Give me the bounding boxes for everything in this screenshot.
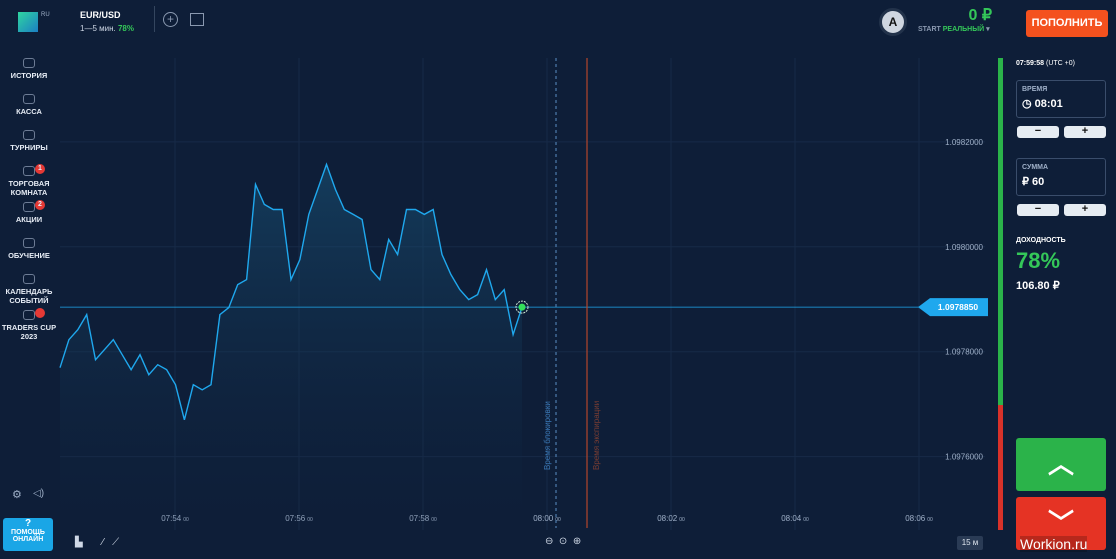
sidebar-item[interactable]: TRADERS CUP 2023 (0, 304, 58, 341)
watermark: Workion.ru (1020, 536, 1088, 552)
amount-box[interactable]: СУММА ₽ 60 (1016, 158, 1106, 196)
account-start: START (918, 26, 941, 33)
add-pair[interactable]: + (163, 12, 178, 27)
y-tick-label: 1.0976000 (945, 453, 983, 462)
x-tick-label: 08:06 00 (905, 514, 933, 523)
time-label: ВРЕМЯ (1022, 86, 1048, 93)
sidebar-item[interactable]: ИСТОРИЯ (0, 52, 58, 88)
time-value: 08:01 (1034, 98, 1063, 110)
amount-label: СУММА (1022, 164, 1049, 171)
yield-value: 78% (1016, 248, 1061, 273)
sidebar-item[interactable]: ТУРНИРЫ (0, 124, 58, 160)
badge-dot (35, 308, 45, 318)
clock: 07:59:58 (UTC +0) (1016, 60, 1075, 67)
layout-btn[interactable] (190, 13, 204, 26)
time-box[interactable]: ВРЕМЯ ◷ 08:01 (1016, 80, 1106, 118)
pair[interactable]: EUR/USD (80, 10, 121, 20)
current-point-ring (515, 300, 529, 314)
current-price-label: 1.0978850 (938, 302, 978, 312)
x-tick-label: 08:02 00 (657, 514, 685, 523)
sidebar-item[interactable]: АКЦИИ 2 (0, 196, 58, 232)
sidebar-item[interactable]: ОБУЧЕНИЕ (0, 232, 58, 268)
y-tick-label: 1.0982000 (945, 138, 983, 147)
sidebar-icon (23, 310, 35, 320)
sidebar-icon (23, 238, 35, 248)
amount-minus[interactable]: − (1017, 204, 1059, 216)
sidebar-icon (23, 166, 35, 176)
deposit-button[interactable]: ПОПОЛНИТЬ (1026, 10, 1108, 37)
payout-amount: 106.80 ₽ (1016, 280, 1060, 292)
sidebar-label: TRADERS CUP 2023 (1, 323, 57, 341)
timeframe[interactable]: 15 м (957, 536, 983, 550)
sidebar-label: ОБУЧЕНИЕ (8, 251, 50, 260)
avatar[interactable]: A (879, 8, 907, 36)
yield-label: ДОХОДНОСТЬ (1016, 237, 1066, 244)
account[interactable]: START РЕАЛЬНЫЙ ▾ (918, 26, 990, 33)
sidebar-label: ИСТОРИЯ (10, 71, 48, 80)
x-tick-time: 08:00 (533, 514, 554, 523)
sidebar-label: ТУРНИРЫ (10, 143, 48, 152)
balance[interactable]: 0 ₽ (968, 7, 992, 24)
current-point (518, 303, 526, 311)
chart-tools[interactable]: ▙ ⁄ ⟋ (75, 537, 120, 548)
time-plus[interactable]: + (1064, 126, 1106, 138)
sidebar: ИСТОРИЯ КАССА ТУРНИРЫ ТОРГОВАЯ КОМНАТА 1 АКЦИ… (0, 52, 58, 341)
x-tick-time: 08:06 (905, 514, 926, 523)
zoom-tools[interactable]: ⊖ ⊙ ⊕ (545, 536, 582, 547)
x-tick-time: 08:02 (657, 514, 678, 523)
current-price-tag (918, 298, 988, 317)
amount-value: ₽ 60 (1022, 176, 1045, 188)
x-tick-label: 08:04 00 (781, 514, 809, 523)
sentiment-up (998, 58, 1003, 405)
badge: 1 (35, 164, 45, 174)
sidebar-item[interactable]: КАЛЕНДАРЬ СОБЫТИЙ (0, 268, 58, 305)
sidebar-item[interactable]: КАССА (0, 88, 58, 124)
sidebar-label: КАССА (16, 107, 42, 116)
expiry-label: Время экспирации (592, 401, 601, 470)
x-tick-time: 08:04 (781, 514, 802, 523)
x-tick-sec: 00 (555, 517, 561, 523)
amount-plus[interactable]: + (1064, 204, 1106, 216)
period: 1—5 мин. 78% (80, 24, 134, 33)
clock-time: 07:59:58 (1016, 60, 1045, 67)
sidebar-icon (23, 274, 35, 284)
chart: 07:540007:560007:580008:000008:020008:04… (59, 58, 988, 530)
x-tick-sec: 00 (927, 517, 933, 523)
put-button[interactable]: ﹀ (1016, 497, 1106, 550)
call-button[interactable]: ︿ (1016, 438, 1106, 491)
sound[interactable]: ◁) (33, 488, 45, 499)
divider (154, 6, 155, 32)
x-tick-label: 08:00 00 (533, 514, 561, 523)
help-button[interactable]: ? ПОМОЩЬ ОНЛАЙН (3, 518, 53, 551)
help-icon: ? (24, 518, 32, 529)
logo-badge: RU (41, 12, 50, 18)
logo[interactable] (18, 12, 38, 32)
sidebar-label: ТОРГОВАЯ КОМНАТА (8, 179, 50, 197)
y-tick-label: 1.0980000 (945, 243, 983, 252)
sidebar-icon (23, 202, 35, 212)
period-text: 1—5 мин. (80, 24, 116, 33)
timezone: (UTC +0) (1045, 60, 1075, 67)
sidebar-icon (23, 58, 35, 68)
sidebar-label: АКЦИИ (15, 215, 43, 224)
sentiment-down (998, 405, 1003, 530)
y-tick-label: 1.0978000 (945, 348, 983, 357)
price-line (59, 162, 523, 420)
x-tick-sec: 00 (679, 517, 685, 523)
sidebar-icon (23, 94, 35, 104)
sidebar-icon (23, 130, 35, 140)
settings[interactable]: ⚙ (12, 489, 22, 501)
badge: 2 (35, 200, 45, 210)
x-tick-sec: 00 (803, 517, 809, 523)
price-area (60, 164, 522, 530)
account-type: РЕАЛЬНЫЙ (942, 26, 985, 33)
time-minus[interactable]: − (1017, 126, 1059, 138)
sidebar-label: КАЛЕНДАРЬ СОБЫТИЙ (5, 287, 53, 305)
help-label: ПОМОЩЬ ОНЛАЙН (11, 529, 45, 543)
sidebar-item[interactable]: ТОРГОВАЯ КОМНАТА 1 (0, 160, 58, 197)
lock-label: Время блокировки (543, 401, 552, 470)
payout: 78% (117, 24, 134, 33)
